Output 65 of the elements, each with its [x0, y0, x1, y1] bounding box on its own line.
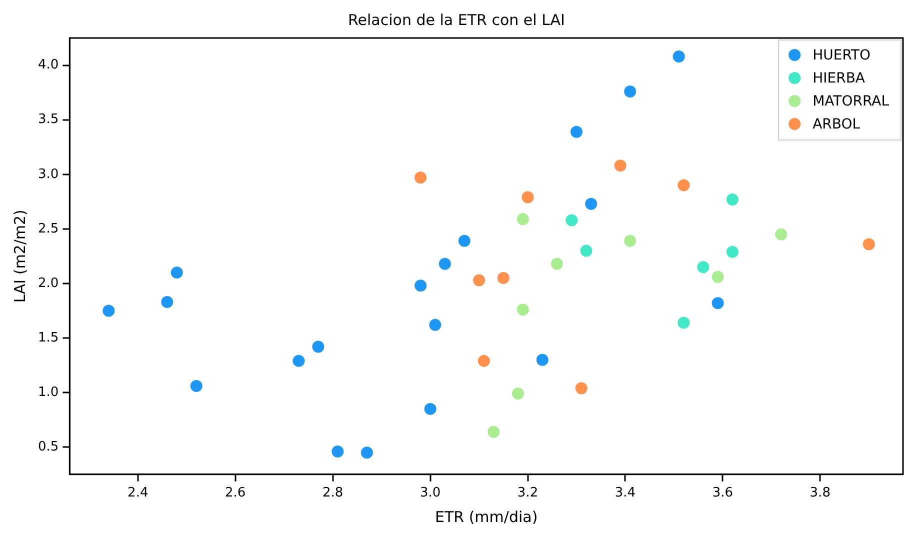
point — [712, 270, 724, 283]
legend-label: HUERTO — [812, 48, 870, 64]
point — [190, 380, 202, 392]
point — [775, 228, 788, 240]
x-tick-label: 3.6 — [712, 486, 734, 501]
point — [170, 266, 183, 279]
point — [575, 382, 588, 394]
point — [678, 179, 690, 192]
x-tick-label: 3.0 — [420, 486, 441, 501]
point — [566, 214, 578, 226]
x-tick-label: 2.8 — [322, 486, 344, 501]
x-tick-label: 3.8 — [810, 486, 830, 501]
y-tick-label: 0.5 — [38, 440, 59, 454]
legend-label: HIERBA — [812, 70, 866, 87]
legend-label: MATORRAL — [812, 94, 890, 110]
point — [161, 296, 174, 308]
point — [516, 304, 529, 316]
point — [516, 213, 529, 226]
point — [697, 261, 710, 274]
x-tick-label: 2.6 — [225, 486, 246, 501]
point — [712, 297, 724, 310]
point — [585, 198, 598, 210]
point — [414, 280, 427, 292]
point — [678, 316, 690, 329]
point — [512, 388, 524, 400]
point — [292, 354, 305, 367]
point — [102, 304, 115, 317]
point — [624, 85, 636, 98]
point — [360, 446, 373, 459]
point — [862, 238, 875, 250]
point — [424, 402, 436, 415]
point — [570, 126, 582, 138]
point — [522, 191, 534, 204]
x-tick-label: 3.2 — [517, 486, 538, 501]
y-tick-label: 2.5 — [38, 221, 59, 236]
y-tick-label: 3.0 — [38, 166, 59, 182]
point — [726, 246, 738, 258]
point — [672, 50, 685, 63]
chart-title: Relacion de la ETR con el LAI — [348, 10, 565, 29]
point — [488, 426, 500, 438]
x-tick-label: 2.4 — [128, 486, 148, 501]
point — [497, 272, 510, 284]
legend-label: ARBOL — [812, 116, 860, 133]
y-tick-label: 2.0 — [38, 276, 59, 291]
point — [580, 244, 592, 257]
y-tick-label: 4.0 — [38, 58, 59, 73]
point — [438, 258, 451, 270]
point — [458, 234, 470, 247]
point — [614, 160, 626, 172]
point — [536, 354, 548, 366]
x-tick-label: 3.4 — [614, 486, 636, 501]
point — [478, 354, 490, 367]
y-axis-title: LAI (m2/m2) — [10, 210, 29, 303]
y-tick-label: 1.0 — [38, 384, 59, 400]
y-tick-label: 3.5 — [38, 112, 59, 128]
point — [726, 193, 738, 206]
point — [473, 274, 486, 286]
x-axis-title: ETR (mm/dia) — [434, 508, 538, 526]
point — [312, 340, 324, 353]
point — [332, 445, 344, 458]
point — [624, 234, 636, 247]
point — [414, 172, 427, 184]
point — [551, 258, 563, 270]
y-tick-label: 1.5 — [38, 330, 59, 346]
point — [429, 318, 442, 331]
